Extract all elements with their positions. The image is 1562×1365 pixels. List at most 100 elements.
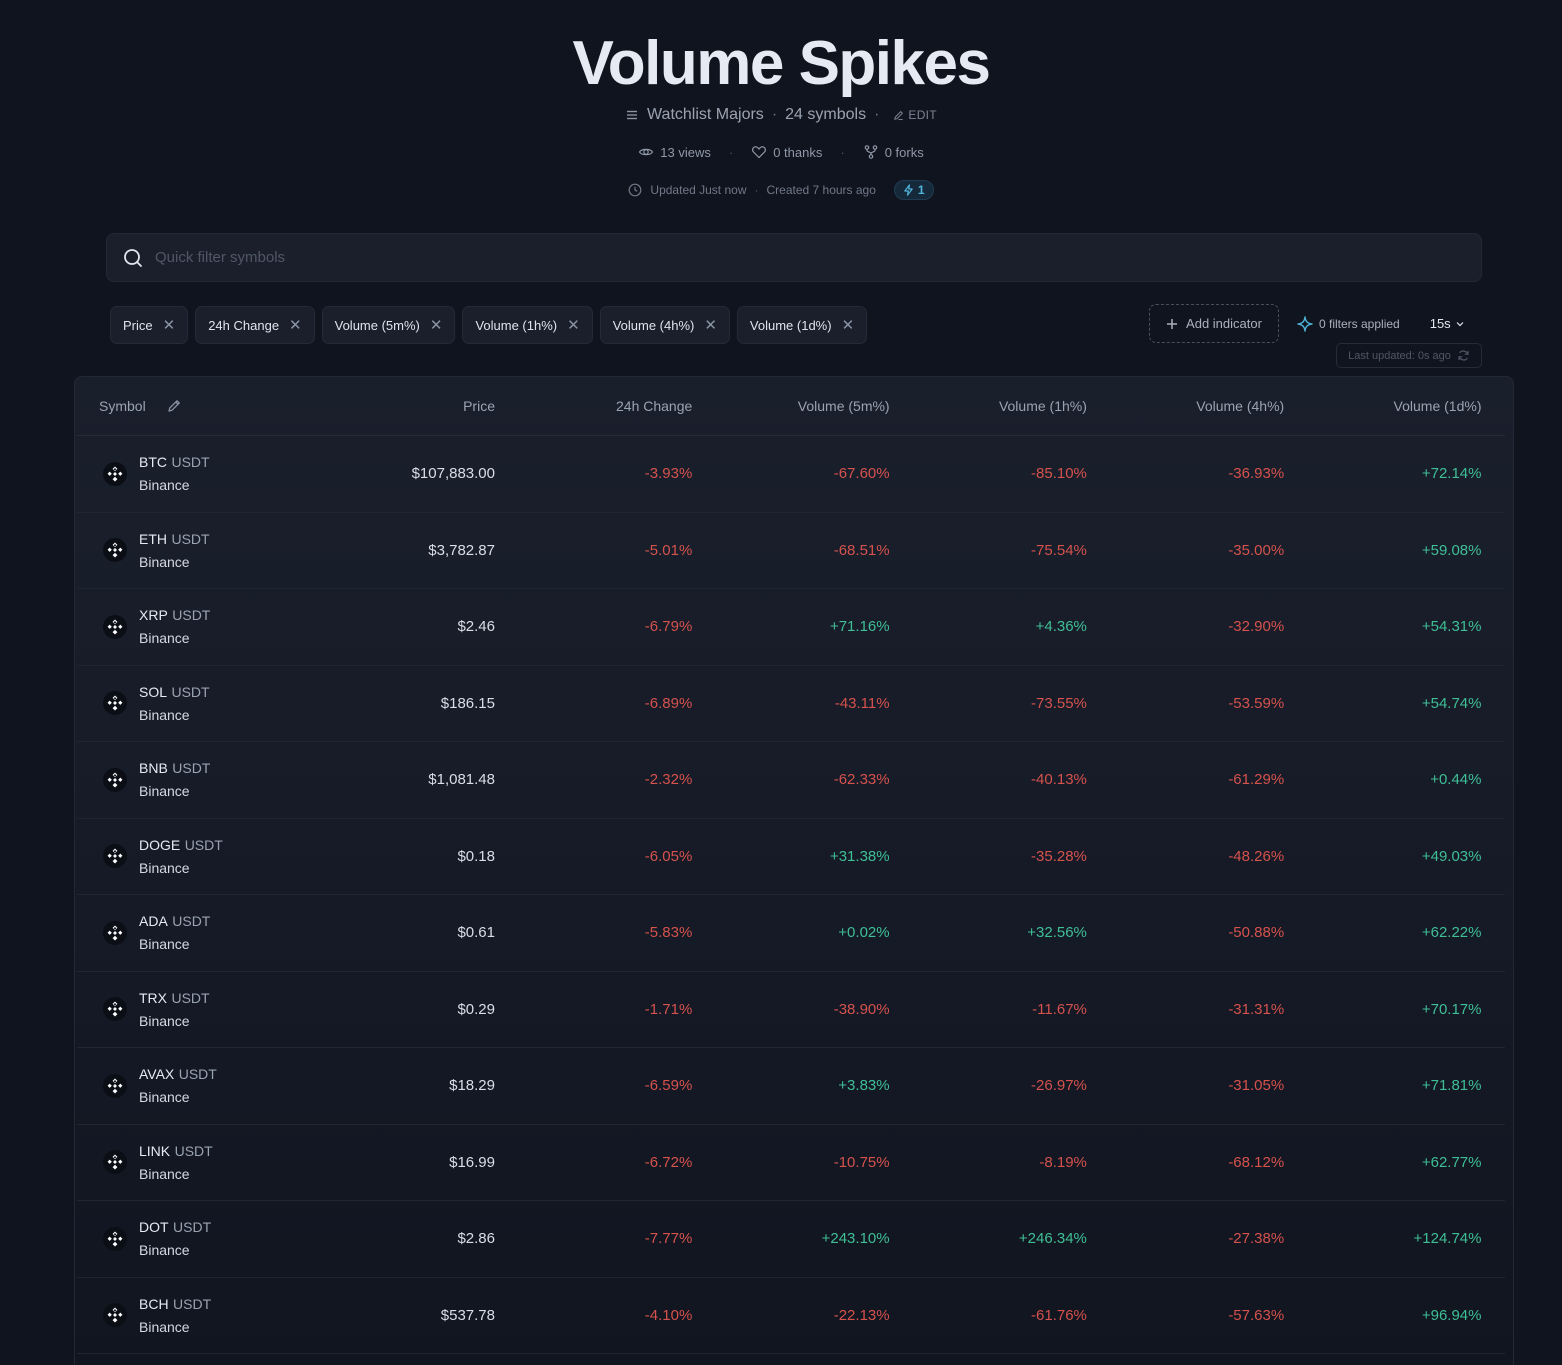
symbol-base[interactable]: LINK xyxy=(139,1142,171,1159)
search-input[interactable] xyxy=(155,249,1355,266)
symbol-cell: LINK USDT Binance xyxy=(77,1140,337,1185)
exchange-name: Binance xyxy=(139,630,190,647)
symbol-base[interactable]: BCH xyxy=(139,1295,169,1312)
volume-4h-cell: -35.00% xyxy=(1228,541,1285,559)
column-volume-1h[interactable]: Volume (1h%) xyxy=(998,398,1087,414)
price-cell: $3,782.87 xyxy=(428,541,495,559)
change-24h-cell: -6.59% xyxy=(644,1077,693,1095)
boost-badge[interactable]: 1 xyxy=(893,180,934,200)
volume-1d-cell: +71.81% xyxy=(1421,1077,1482,1095)
symbol-base[interactable]: DOGE xyxy=(139,836,181,853)
volume-1d-cell: +62.77% xyxy=(1421,1153,1482,1171)
volume-1h-cell: -11.67% xyxy=(1032,1000,1087,1018)
change-24h-cell: -4.10% xyxy=(644,1306,693,1324)
chevron-down-icon xyxy=(1456,321,1464,326)
column-24h-change[interactable]: 24h Change xyxy=(616,398,693,414)
remove-icon[interactable]: ✕ xyxy=(841,316,855,334)
symbol-base[interactable]: DOT xyxy=(139,1219,169,1236)
volume-4h-cell: -53.59% xyxy=(1228,694,1285,712)
change-24h-cell: -2.32% xyxy=(644,771,693,789)
toolbar: Add indicator 0 filters applied 15s xyxy=(1149,304,1465,343)
pencil-icon[interactable] xyxy=(166,398,182,414)
symbol-base[interactable]: AVAX xyxy=(139,1066,175,1083)
symbol-quote: USDT xyxy=(172,760,211,777)
volume-1h-cell: +246.34% xyxy=(1018,1230,1087,1248)
binance-icon xyxy=(103,1226,127,1251)
symbol-cell: BTC USDT Binance xyxy=(77,451,337,496)
column-volume-1d[interactable]: Volume (1d%) xyxy=(1393,398,1482,414)
table-row[interactable]: XRP USDT Binance $2.46 -6.79% +71.16% +4… xyxy=(77,589,1505,666)
remove-icon[interactable]: ✕ xyxy=(429,316,443,334)
column-volume-4h[interactable]: Volume (4h%) xyxy=(1196,398,1285,414)
forks-button[interactable]: 0 forks xyxy=(863,144,924,160)
remove-icon[interactable]: ✕ xyxy=(567,316,580,334)
symbol-quote: USDT xyxy=(178,1066,217,1083)
sparkle-icon xyxy=(1297,315,1313,332)
table-row[interactable]: AVAX USDT Binance $18.29 -6.59% +3.83% -… xyxy=(77,1048,1505,1125)
binance-icon xyxy=(103,997,127,1022)
volume-1d-cell: +59.08% xyxy=(1421,541,1482,559)
remove-icon[interactable]: ✕ xyxy=(162,316,176,334)
symbol-cell: DOT USDT Binance xyxy=(77,1216,337,1261)
separator: · xyxy=(771,106,778,123)
change-24h-cell: -3.93% xyxy=(644,465,693,483)
volume-4h-cell: -48.26% xyxy=(1228,847,1285,865)
chip-price[interactable]: Price ✕ xyxy=(110,306,189,344)
chip-volume-5m[interactable]: Volume (5m%) ✕ xyxy=(321,306,456,344)
volume-4h-cell: -32.90% xyxy=(1228,618,1285,636)
column-volume-5m[interactable]: Volume (5m%) xyxy=(797,398,890,414)
volume-4h-cell: -57.63% xyxy=(1228,1306,1285,1324)
thanks-button[interactable]: 0 thanks xyxy=(751,144,822,160)
symbol-base[interactable]: BTC xyxy=(139,454,167,471)
last-updated-refresh[interactable]: Last updated: 0s ago xyxy=(1336,343,1482,368)
volume-4h-cell: -61.29% xyxy=(1228,771,1285,789)
volume-1h-cell: +32.56% xyxy=(1027,924,1087,942)
symbol-base[interactable]: TRX xyxy=(139,989,167,1006)
table-row[interactable]: DOGE USDT Binance $0.18 -6.05% +31.38% -… xyxy=(77,819,1505,895)
symbol-quote: USDT xyxy=(173,1219,212,1236)
table-row[interactable]: ETH USDT Binance $3,782.87 -5.01% -68.51… xyxy=(77,513,1505,589)
volume-5m-cell: +71.16% xyxy=(829,618,890,636)
chip-volume-1d[interactable]: Volume (1d%) ✕ xyxy=(736,306,868,344)
table-row[interactable]: BCH USDT Binance $537.78 -4.10% -22.13% … xyxy=(77,1278,1505,1354)
symbol-base[interactable]: ETH xyxy=(139,530,167,547)
column-price[interactable]: Price xyxy=(463,398,495,414)
binance-icon xyxy=(103,1073,127,1098)
table-row[interactable]: ADA USDT Binance $0.61 -5.83% +0.02% +32… xyxy=(77,895,1505,972)
watchlist-link[interactable]: Watchlist Majors xyxy=(647,106,764,123)
search-bar[interactable] xyxy=(106,233,1482,282)
table-row[interactable]: SOL USDT Binance $186.15 -6.89% -43.11% … xyxy=(77,666,1505,742)
change-24h-cell: -1.71% xyxy=(644,1000,693,1018)
heart-icon xyxy=(752,146,767,159)
chip-volume-1h[interactable]: Volume (1h%) ✕ xyxy=(462,306,593,344)
table-row[interactable]: LINK USDT Binance $16.99 -6.72% -10.75% … xyxy=(77,1125,1505,1201)
volume-1h-cell: +4.36% xyxy=(1035,618,1087,636)
volume-1h-cell: -85.10% xyxy=(1031,465,1087,483)
exchange-name: Binance xyxy=(139,1242,190,1259)
price-cell: $2.46 xyxy=(457,618,495,636)
edit-button[interactable]: EDIT xyxy=(893,108,937,122)
interval-dropdown[interactable]: 15s xyxy=(1430,316,1465,331)
binance-icon xyxy=(103,767,127,792)
chip-24h-change[interactable]: 24h Change ✕ xyxy=(195,306,315,344)
remove-icon[interactable]: ✕ xyxy=(704,316,717,334)
watchlist-line: Watchlist Majors · 24 symbols · EDIT xyxy=(0,104,1562,126)
remove-icon[interactable]: ✕ xyxy=(289,316,302,334)
chip-volume-4h[interactable]: Volume (4h%) ✕ xyxy=(599,306,730,344)
table-row[interactable]: TRX USDT Binance $0.29 -1.71% -38.90% -1… xyxy=(77,972,1505,1048)
add-indicator-button[interactable]: Add indicator xyxy=(1149,304,1279,343)
symbol-base[interactable]: XRP xyxy=(139,607,168,624)
symbol-quote: USDT xyxy=(171,530,210,547)
symbol-quote: USDT xyxy=(173,1295,212,1312)
table-row[interactable]: DOT USDT Binance $2.86 -7.77% +243.10% +… xyxy=(77,1201,1505,1278)
table-row[interactable]: BTC USDT Binance $107,883.00 -3.93% -67.… xyxy=(77,436,1505,513)
symbol-base[interactable]: ADA xyxy=(139,913,168,930)
symbol-base[interactable]: SOL xyxy=(139,683,168,700)
symbol-quote: USDT xyxy=(171,454,210,471)
exchange-name: Binance xyxy=(139,553,190,570)
column-symbol[interactable]: Symbol xyxy=(77,398,337,414)
filters-button[interactable]: 0 filters applied xyxy=(1297,315,1400,332)
table-row[interactable]: BNB USDT Binance $1,081.48 -2.32% -62.33… xyxy=(77,742,1505,819)
symbol-base[interactable]: BNB xyxy=(139,760,168,777)
symbol-quote: USDT xyxy=(171,989,210,1006)
